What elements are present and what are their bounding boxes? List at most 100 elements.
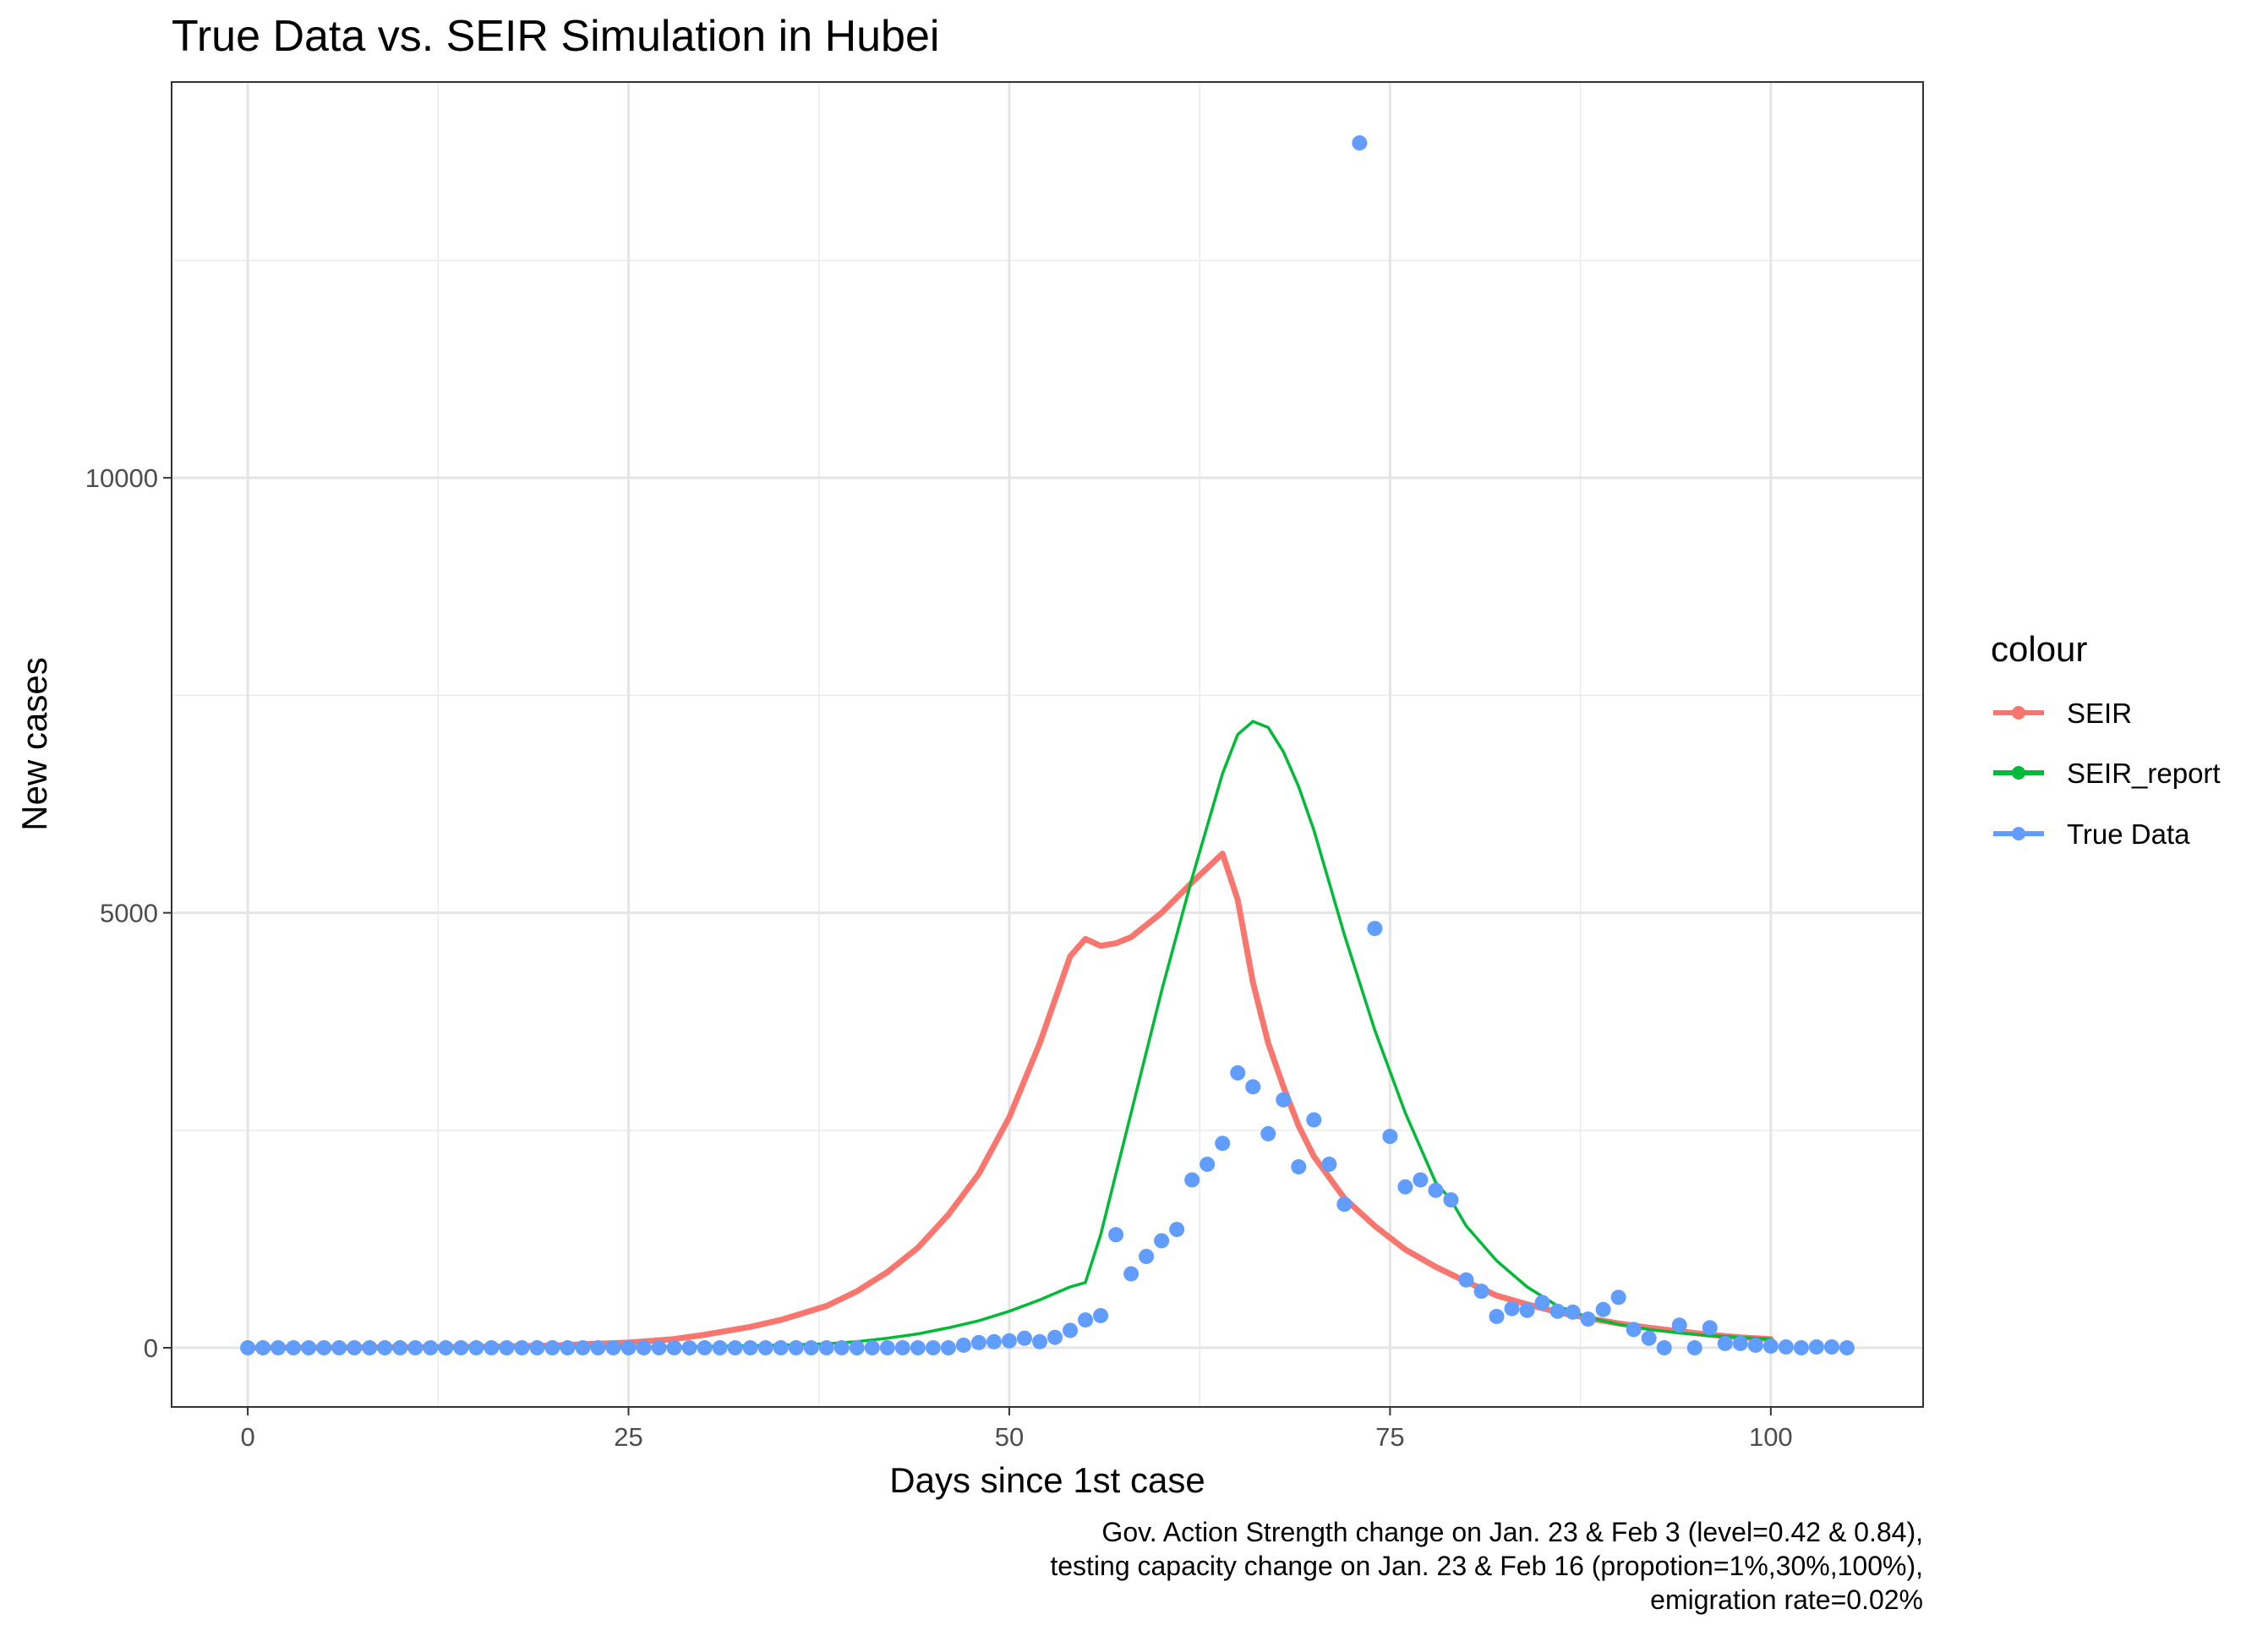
data-point <box>377 1340 393 1356</box>
data-point <box>773 1340 789 1356</box>
y-tick-label: 0 <box>144 1333 158 1363</box>
data-point <box>468 1340 484 1356</box>
data-point <box>864 1340 880 1356</box>
data-point <box>301 1340 317 1356</box>
data-point <box>849 1340 865 1356</box>
caption-line: emigration rate=0.02% <box>1650 1584 1923 1615</box>
legend: colour SEIR SEIR_report True Data <box>1991 629 2221 850</box>
data-point <box>1200 1156 1216 1172</box>
data-point <box>1686 1340 1702 1356</box>
plot-panel <box>171 81 1924 1408</box>
data-point <box>1306 1112 1322 1128</box>
data-point <box>1367 921 1383 937</box>
data-point <box>894 1340 910 1356</box>
data-point <box>1169 1222 1185 1238</box>
data-point <box>1031 1333 1047 1349</box>
data-point <box>1839 1340 1855 1356</box>
data-point <box>712 1340 728 1356</box>
data-point <box>681 1340 697 1356</box>
data-point <box>1001 1333 1017 1349</box>
data-point <box>879 1340 895 1356</box>
x-tick-label: 50 <box>995 1422 1024 1452</box>
data-point <box>1793 1340 1809 1356</box>
data-point <box>1291 1159 1307 1175</box>
data-point <box>940 1340 956 1356</box>
data-point <box>1534 1294 1550 1311</box>
x-tick-label: 100 <box>1749 1422 1793 1452</box>
data-point <box>1580 1311 1596 1327</box>
data-point <box>438 1340 454 1356</box>
data-point <box>1184 1172 1200 1188</box>
data-point <box>271 1340 287 1356</box>
data-point <box>742 1340 758 1356</box>
data-point <box>651 1340 667 1356</box>
caption-line: testing capacity change on Jan. 23 & Feb… <box>1050 1551 1923 1581</box>
data-point <box>1047 1329 1063 1345</box>
data-point <box>1078 1312 1094 1328</box>
data-point <box>1063 1322 1079 1338</box>
data-point <box>499 1340 515 1356</box>
axes: 0 25 50 75 100 0 5000 10000 <box>85 463 1793 1452</box>
data-point <box>636 1340 652 1356</box>
data-point <box>1352 135 1368 151</box>
legend-item-true-data: True Data <box>1993 818 2190 850</box>
data-point <box>544 1340 560 1356</box>
y-axis-title: New cases <box>14 657 54 830</box>
x-tick-label: 25 <box>614 1422 642 1452</box>
data-point <box>1489 1308 1505 1324</box>
data-point <box>1215 1136 1231 1152</box>
data-point <box>1260 1125 1276 1141</box>
x-axis-title: Days since 1st case <box>889 1460 1205 1500</box>
data-point <box>1382 1129 1398 1145</box>
data-point <box>833 1340 850 1356</box>
data-point <box>1321 1156 1337 1172</box>
data-point <box>1397 1179 1413 1195</box>
data-point <box>575 1340 591 1356</box>
data-point <box>620 1340 637 1356</box>
legend-key-point <box>2012 766 2025 780</box>
data-point <box>727 1340 743 1356</box>
data-point <box>1473 1283 1489 1300</box>
data-point <box>1823 1339 1839 1355</box>
caption: Gov. Action Strength change on Jan. 23 &… <box>1050 1517 1923 1615</box>
data-point <box>392 1340 408 1356</box>
data-point <box>1413 1172 1429 1188</box>
data-point <box>514 1340 530 1356</box>
data-point <box>1245 1079 1261 1095</box>
legend-item-seir-report: SEIR_report <box>1993 758 2221 789</box>
legend-title: colour <box>1991 629 2087 669</box>
chart-title: True Data vs. SEIR Simulation in Hubei <box>172 12 939 61</box>
data-point <box>453 1340 469 1356</box>
x-tick-label: 0 <box>240 1422 254 1452</box>
data-point <box>1671 1317 1687 1333</box>
data-point <box>347 1340 363 1356</box>
data-point <box>286 1340 302 1356</box>
data-point <box>986 1333 1002 1349</box>
data-point <box>362 1340 378 1356</box>
data-point <box>1154 1233 1170 1249</box>
data-point <box>423 1340 439 1356</box>
data-point <box>925 1340 941 1356</box>
y-tick-label: 5000 <box>100 899 158 928</box>
data-point <box>560 1340 576 1356</box>
data-point <box>1778 1339 1794 1355</box>
data-point <box>955 1337 971 1353</box>
data-point <box>1093 1307 1109 1323</box>
data-point <box>1747 1337 1763 1353</box>
legend-key-point <box>2012 706 2025 720</box>
data-point <box>1458 1272 1474 1288</box>
data-point <box>1336 1196 1353 1212</box>
data-point <box>697 1340 713 1356</box>
caption-line: Gov. Action Strength change on Jan. 23 &… <box>1101 1517 1923 1547</box>
data-point <box>590 1340 606 1356</box>
data-point <box>970 1334 986 1350</box>
data-point <box>1641 1330 1657 1346</box>
data-point <box>1108 1227 1124 1243</box>
legend-label: True Data <box>2067 818 2190 850</box>
legend-label: SEIR_report <box>2067 758 2221 789</box>
data-point <box>1565 1304 1581 1320</box>
data-point <box>484 1340 500 1356</box>
data-point <box>818 1340 834 1356</box>
data-point <box>1702 1320 1718 1336</box>
data-point <box>1717 1335 1733 1351</box>
